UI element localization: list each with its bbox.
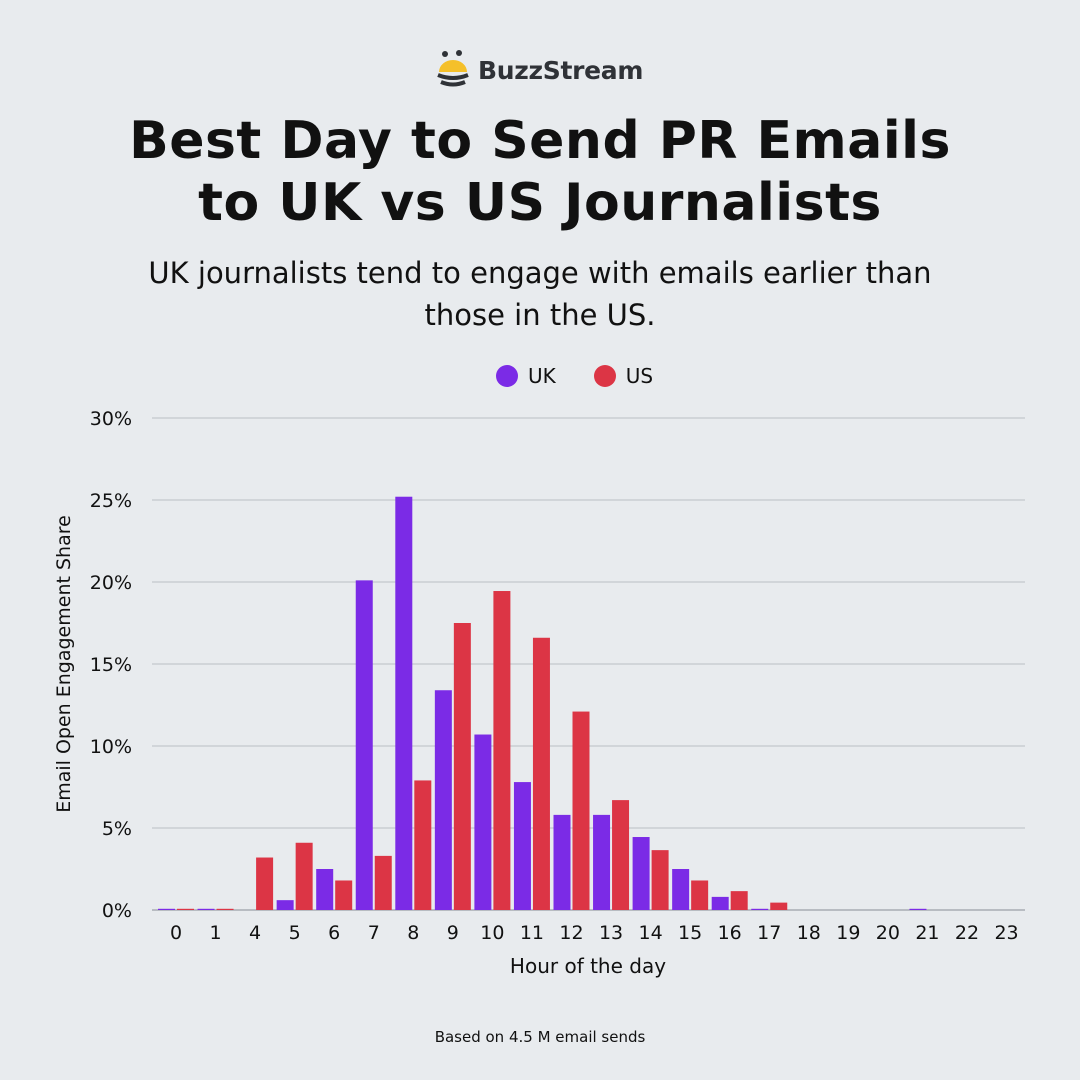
- bar-us-hour-10: [493, 591, 511, 910]
- x-axis-label: Hour of the day: [510, 954, 666, 978]
- bar-uk-hour-12: [553, 814, 571, 910]
- bar-uk-hour-21: [909, 908, 927, 910]
- bar-us-hour-9: [453, 623, 471, 910]
- bar-us-hour-7: [374, 855, 392, 910]
- x-tick-label: 18: [797, 922, 821, 944]
- x-tick-label: 0: [170, 922, 182, 944]
- bar-uk-hour-11: [513, 782, 531, 910]
- y-tick-label: 10%: [90, 736, 132, 758]
- bar-chart: 0%5%10%15%20%25%30%0 1 4 5 6 7 8 9 10 11 12 13 14 15 1…: [53, 408, 1025, 978]
- x-tick-label: 21: [915, 922, 939, 944]
- bar-us-hour-5: [295, 842, 313, 910]
- bee-logo-icon: [437, 50, 469, 87]
- x-tick-label: 1: [210, 922, 222, 944]
- x-tick-label: 9: [447, 922, 459, 944]
- bar-uk-hour-10: [474, 734, 492, 910]
- y-tick-label: 5%: [102, 818, 132, 840]
- x-tick-label: 5: [289, 922, 301, 944]
- x-tick-label: 10: [480, 922, 504, 944]
- bar-us-hour-12: [572, 711, 590, 910]
- bar-uk-hour-8: [395, 496, 413, 910]
- x-tick-label: 17: [757, 922, 781, 944]
- bar-us-hour-13: [612, 800, 630, 910]
- legend-label-uk: UK: [528, 364, 556, 388]
- bar-uk-hour-13: [593, 814, 611, 910]
- bar-us-hour-4: [256, 857, 274, 910]
- x-tick-label: 13: [599, 922, 623, 944]
- uk-color-swatch: [496, 365, 518, 387]
- x-tick-label: 15: [678, 922, 702, 944]
- buzzstream-logo: BuzzStream: [436, 50, 643, 90]
- y-tick-label: 25%: [90, 490, 132, 512]
- y-tick-label: 0%: [102, 900, 132, 922]
- bar-uk-hour-9: [434, 690, 452, 910]
- bar-us-hour-0: [177, 908, 194, 910]
- footer-note: Based on 4.5 M email sends: [434, 1028, 646, 1046]
- legend-item-uk: UK: [496, 364, 556, 388]
- y-tick-label: 15%: [90, 654, 132, 676]
- title-line-1: Best Day to Send PR Emails: [129, 111, 951, 171]
- us-color-swatch: [593, 365, 616, 387]
- x-tick-label: 22: [955, 922, 979, 944]
- subtitle-line-2: those in the US.: [424, 298, 656, 332]
- chart-legend: UK US: [496, 364, 691, 388]
- x-tick-label: 14: [639, 922, 663, 944]
- x-tick-label: 12: [559, 922, 583, 944]
- bar-us-hour-6: [335, 880, 353, 910]
- bar-uk-hour-15: [672, 869, 690, 910]
- bar-uk-hour-14: [632, 837, 650, 910]
- x-tick-label: 23: [994, 922, 1018, 944]
- bar-us-hour-17: [770, 902, 788, 910]
- bar-uk-hour-1: [197, 908, 215, 910]
- bar-uk-hour-16: [711, 896, 729, 910]
- subtitle: UK journalists tend to engage with email…: [90, 252, 990, 336]
- subtitle-line-1: UK journalists tend to engage with email…: [148, 256, 932, 290]
- x-tick-label: 8: [407, 922, 419, 944]
- bar-us-hour-8: [414, 780, 432, 910]
- legend-item-us: US: [593, 364, 654, 388]
- bar-us-hour-14: [651, 850, 669, 910]
- x-tick-label: 4: [249, 922, 261, 944]
- y-tick-label: 20%: [90, 572, 132, 594]
- title-line-2: to UK vs US Journalists: [198, 173, 882, 233]
- bar-us-hour-15: [691, 880, 709, 910]
- y-axis-label: Email Open Engagement Share: [53, 515, 75, 813]
- bar-us-hour-16: [730, 891, 748, 910]
- bar-us-hour-11: [532, 637, 550, 910]
- bar-uk-hour-7: [355, 580, 373, 910]
- y-tick-label: 30%: [90, 408, 132, 430]
- page-title: Best Day to Send PR Emails to UK vs US J…: [0, 110, 1080, 234]
- bar-uk-hour-5: [276, 900, 294, 910]
- x-tick-label: 20: [876, 922, 900, 944]
- bar-uk-hour-17: [751, 908, 769, 910]
- bar-uk-hour-6: [316, 869, 334, 910]
- bar-uk-hour-0: [158, 908, 175, 910]
- x-tick-label: 16: [718, 922, 742, 944]
- brand-name: BuzzStream: [478, 55, 644, 85]
- x-tick-label: 19: [836, 922, 860, 944]
- bar-us-hour-1: [216, 908, 234, 910]
- legend-label-us: US: [625, 364, 654, 388]
- x-tick-label: 11: [520, 922, 544, 944]
- x-tick-label: 7: [368, 922, 380, 944]
- x-tick-label: 6: [328, 922, 340, 944]
